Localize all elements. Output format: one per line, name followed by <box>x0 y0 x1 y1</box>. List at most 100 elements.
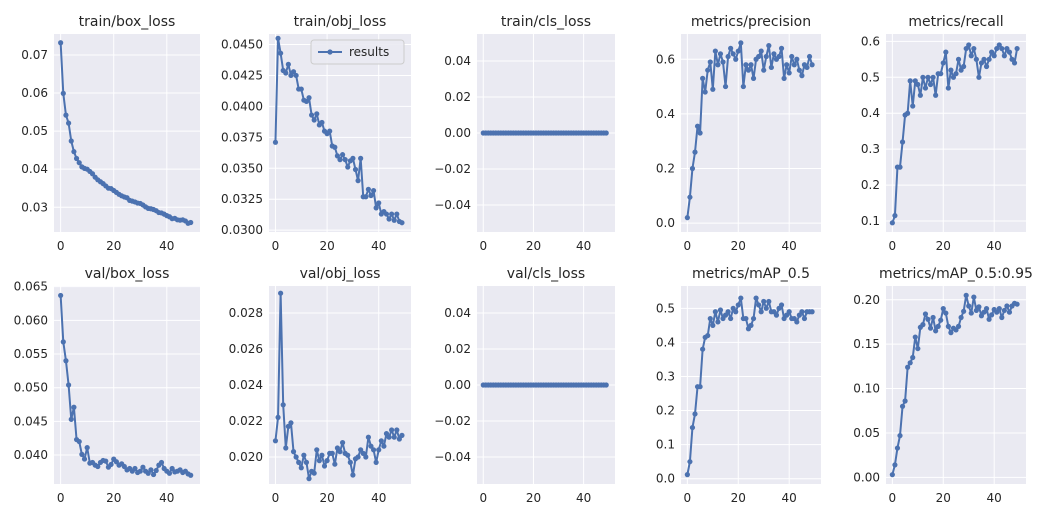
y-tick-label: 0.0400 <box>221 99 263 113</box>
data-point <box>368 443 374 449</box>
data-point <box>137 468 143 474</box>
data-point <box>84 445 90 451</box>
data-point <box>958 314 964 321</box>
data-point <box>743 315 749 322</box>
data-point <box>355 178 361 184</box>
data-point <box>763 305 769 311</box>
data-point <box>188 219 194 226</box>
data-point <box>943 310 949 316</box>
data-point <box>945 85 951 91</box>
data-point <box>892 462 898 468</box>
y-tick-label: 0.02 <box>444 342 471 356</box>
data-point <box>986 316 992 322</box>
data-point <box>725 309 731 315</box>
data-point <box>905 110 911 116</box>
data-point <box>978 60 985 66</box>
x-tick-label: 0 <box>272 239 280 253</box>
data-point <box>700 346 706 352</box>
data-point <box>778 302 785 308</box>
data-point <box>745 67 752 73</box>
data-point <box>391 217 397 223</box>
y-tick-label: 0.6 <box>861 34 880 48</box>
data-point <box>694 123 701 129</box>
x-tick-label: 0 <box>272 491 280 505</box>
data-point <box>68 138 74 144</box>
data-point <box>894 445 901 451</box>
data-point <box>730 51 736 57</box>
x-tick-label: 0 <box>889 491 897 505</box>
y-tick-label: 0.0425 <box>221 68 263 82</box>
data-point <box>306 476 312 482</box>
data-point <box>321 463 328 469</box>
y-tick-label: 0.050 <box>14 381 48 395</box>
data-point <box>804 64 810 71</box>
data-point <box>350 155 356 161</box>
data-point <box>725 53 731 60</box>
data-point <box>981 56 987 62</box>
x-tick-label: 20 <box>731 491 746 505</box>
x-tick-label: 40 <box>576 239 591 253</box>
subplot-val-box-loss: 0 20 40 0.040 0.045 0.050 0.055 0.060 0.065 val/b… <box>14 266 200 505</box>
data-point <box>697 384 703 390</box>
data-point <box>684 215 690 221</box>
data-point <box>955 323 962 329</box>
data-point <box>345 164 351 170</box>
data-point <box>915 345 921 352</box>
data-point <box>996 306 1002 312</box>
data-point <box>63 112 69 118</box>
y-tick-label: 0.0 <box>656 472 675 486</box>
data-point <box>272 139 279 145</box>
data-point <box>389 427 395 433</box>
data-point <box>715 62 721 68</box>
data-point <box>766 43 772 49</box>
data-point <box>687 459 693 465</box>
data-point <box>717 307 724 313</box>
data-point <box>796 67 802 73</box>
x-tick-label: 0 <box>684 239 692 253</box>
data-point <box>296 459 302 465</box>
data-point <box>386 216 392 222</box>
y-tick-label: 0.3 <box>656 369 675 383</box>
data-point <box>806 53 813 60</box>
data-point <box>933 92 939 98</box>
data-point <box>298 86 304 92</box>
y-tick-label: 0.028 <box>229 306 263 320</box>
data-point <box>293 454 299 460</box>
data-point <box>71 149 77 155</box>
data-point <box>801 315 808 322</box>
data-point <box>95 463 101 470</box>
subplot-train-cls-loss: 0 20 40 −0.04 −0.02 0.00 0.02 0.04 train/cls_los… <box>434 14 615 253</box>
data-point <box>278 50 284 56</box>
data-point <box>76 438 82 445</box>
data-point <box>365 186 371 192</box>
y-tick-label: 0.1 <box>861 214 880 228</box>
data-point <box>1014 45 1020 52</box>
y-tick-label: 0.10 <box>853 382 880 396</box>
data-point <box>358 155 364 161</box>
data-point <box>938 71 944 77</box>
y-tick-label: 0.00 <box>853 470 880 484</box>
data-point <box>301 452 307 458</box>
data-point <box>283 445 289 451</box>
data-point <box>766 298 772 305</box>
data-point <box>892 213 898 219</box>
data-point <box>738 295 744 301</box>
data-point <box>773 312 780 318</box>
data-point <box>961 63 967 70</box>
data-point <box>327 128 333 134</box>
data-point <box>396 436 402 442</box>
data-point <box>740 83 746 90</box>
data-point <box>948 330 954 336</box>
data-point <box>363 454 369 460</box>
data-point <box>316 458 322 464</box>
data-point <box>963 292 969 298</box>
data-point <box>58 292 64 299</box>
y-tick-label: 0.15 <box>853 337 880 351</box>
y-tick-label: 0.4 <box>656 335 675 349</box>
data-point <box>707 315 713 322</box>
data-point <box>753 295 759 301</box>
data-point <box>778 45 785 51</box>
data-point <box>71 404 77 410</box>
y-tick-label: 0.020 <box>229 450 263 464</box>
data-point <box>799 309 805 315</box>
